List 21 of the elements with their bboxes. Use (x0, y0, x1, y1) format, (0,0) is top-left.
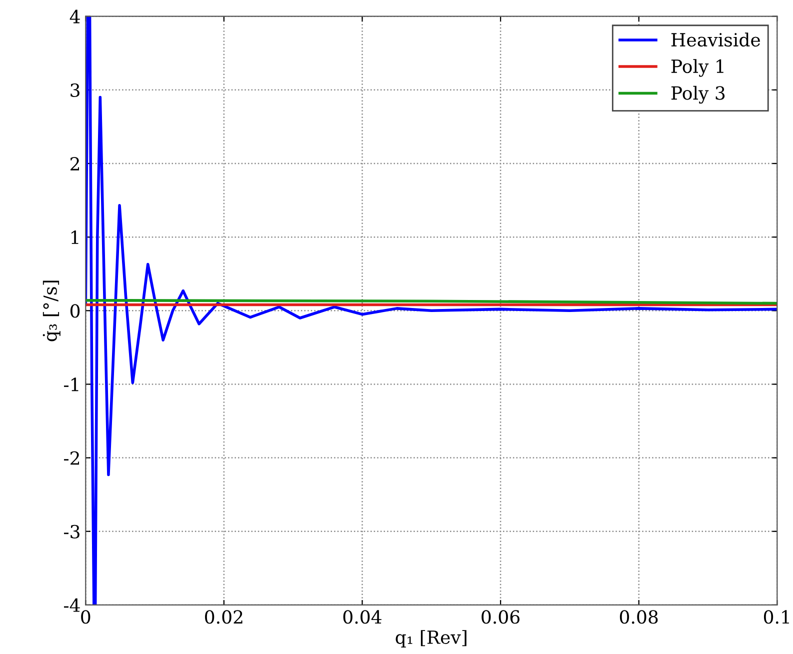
y-tick-label: -3 (64, 524, 80, 538)
y-tick-label: -4 (64, 598, 80, 612)
y-tick-label: -2 (64, 451, 80, 465)
y-tick-label: 2 (70, 156, 80, 170)
y-tick-label: 0 (70, 304, 80, 318)
y-tick-label: 1 (72, 230, 78, 244)
x-tick-label: 0.04 (343, 610, 382, 624)
y-tick-label: -1 (64, 378, 78, 392)
y-tick-label: 3 (70, 83, 80, 98)
x-tick-label: 0.02 (205, 610, 242, 624)
x-tick-label: 0.08 (620, 610, 658, 624)
legend-label: Poly 3 (671, 86, 725, 104)
x-tick-label: 0 (81, 610, 90, 624)
y-axis-title: q̇₃ [°/s] (42, 280, 60, 342)
x-tick-label: 0.06 (482, 610, 520, 624)
line-series (86, 16, 778, 605)
legend-label: Poly 1 (671, 59, 724, 77)
legend-label: Heaviside (671, 32, 760, 47)
x-axis-title: q₁ [Rev] (396, 630, 466, 648)
x-tick-label: 0.1 (764, 610, 789, 624)
y-tick-label: 4 (70, 10, 80, 24)
